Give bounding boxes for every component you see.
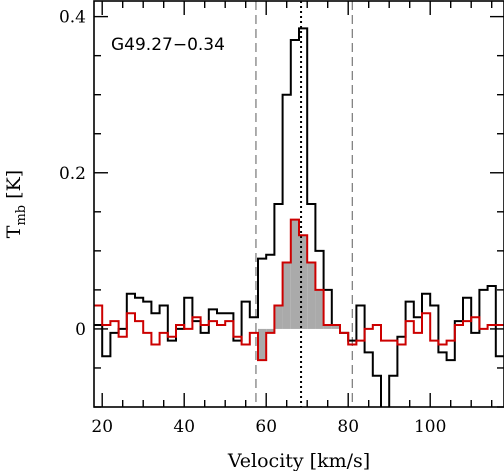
y-axis-title: Tmb [K]: [3, 170, 29, 238]
source-label: G49.27−0.34: [111, 35, 225, 55]
x-tick-label: 100: [414, 417, 446, 437]
y-axis-title-unit: [K]: [3, 170, 25, 205]
y-tick-label: 0.4: [59, 8, 86, 28]
spectrum-line-black: [94, 27, 504, 407]
y-axis-title-main: T: [3, 225, 25, 238]
y-axis-title-subscript: mb: [14, 205, 29, 226]
y-tick-label: 0.2: [59, 164, 86, 184]
fill-bin: [290, 219, 299, 329]
fill-bin: [315, 289, 324, 329]
fill-bin: [274, 305, 283, 329]
fill-bin: [266, 328, 275, 333]
spectrum-line-red: [94, 218, 504, 362]
x-tick-label: 20: [91, 417, 113, 437]
fill-bin: [307, 262, 316, 329]
fill-bin: [258, 328, 267, 361]
x-tick-label: 80: [337, 417, 359, 437]
fill-bin: [323, 325, 332, 329]
fill-bin: [282, 262, 291, 329]
x-axis-title: Velocity [km/s]: [227, 450, 370, 471]
fill-bin: [331, 325, 340, 329]
y-tick-label: 0: [75, 320, 86, 340]
plot-frame: [93, 0, 504, 408]
x-tick-label: 40: [173, 417, 195, 437]
fill-bin: [299, 235, 308, 329]
x-tick-label: 60: [255, 417, 277, 437]
